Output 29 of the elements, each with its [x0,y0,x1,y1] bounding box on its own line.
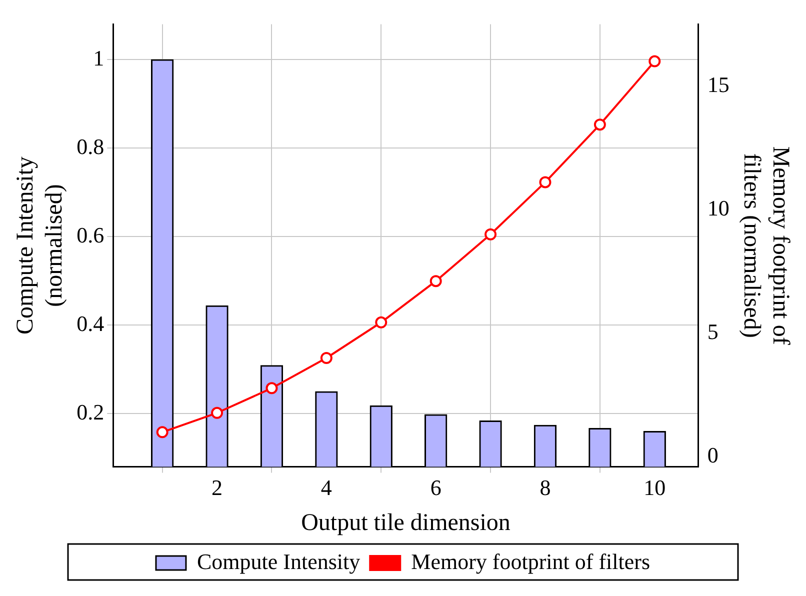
x-axis-title: Output tile dimension [301,510,510,536]
y-axis-title: Compute Intensity (normalised) [12,156,68,334]
x-tick-label: 10 [644,474,666,500]
y-tick-label: 0.4 [76,310,104,336]
y2-tick-label: 5 [707,319,718,344]
point [430,275,442,288]
point [266,382,278,394]
point [156,426,168,438]
x-tick-label: 2 [212,474,223,500]
point [594,118,606,131]
legend-label: Memory footprint of filters [411,548,650,574]
legend-label: Compute Intensity [196,548,360,574]
point [211,406,224,419]
y2-tick-label: 0 [707,442,718,468]
y2-tick-label: 15 [707,72,730,97]
x-tick-label: 4 [320,474,332,500]
x-tick-label: 6 [430,474,442,500]
y-tick-label: 0.6 [76,222,104,248]
y2-axis-title: Memory footprint of filters (normalised) [738,146,794,345]
y2-tick-label: 10 [707,195,730,220]
point [539,176,552,188]
point [484,228,497,240]
point [320,352,332,364]
point [648,55,661,68]
point [375,316,388,328]
y-tick-label: 0.2 [76,399,104,424]
x-tick-label: 8 [540,474,551,500]
y-tick-label: 1 [93,45,104,70]
y-tick-label: 0.8 [76,134,104,159]
